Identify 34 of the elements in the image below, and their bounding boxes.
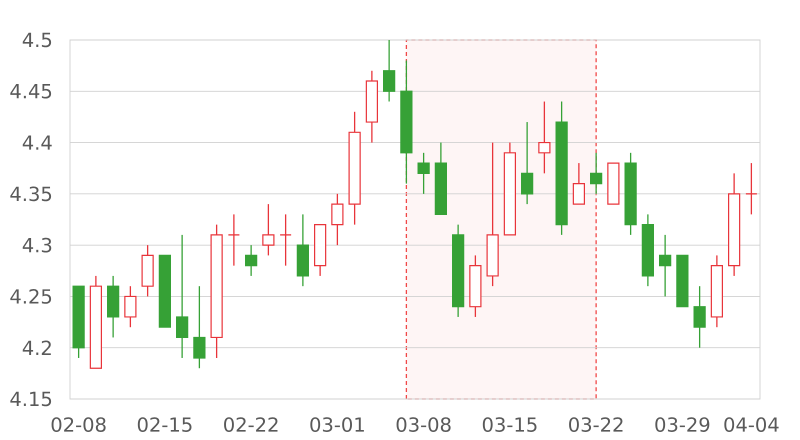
y-tick-label: 4.2 (22, 340, 51, 355)
candlestick (572, 162, 585, 205)
candlestick (745, 162, 758, 216)
candlestick (245, 244, 258, 277)
y-tick-label: 4.3 (22, 238, 52, 253)
y-tick-label: 4.45 (10, 84, 52, 99)
candlestick (590, 152, 602, 195)
y-tick-label: 4.5 (22, 32, 52, 48)
x-tick-label: 02-15 (138, 417, 192, 432)
candlestick (418, 152, 430, 195)
candlestick (521, 121, 534, 205)
y-tick-label: 4.4 (22, 135, 52, 150)
x-tick-label: 03-15 (482, 417, 536, 432)
candlestick (193, 286, 206, 369)
x-tick-label: 03-29 (655, 417, 710, 432)
y-tick-label: 4.25 (10, 289, 52, 304)
candlestick (383, 40, 396, 102)
candlestick (262, 203, 274, 256)
candlestick (279, 214, 292, 266)
x-tick-label: 04-04 (724, 417, 779, 432)
candlestick (176, 234, 188, 359)
x-tick-label: 03-08 (396, 417, 451, 432)
candlestick (659, 234, 672, 298)
candlestick (331, 193, 344, 246)
candlestick (694, 286, 706, 348)
candlestick (228, 214, 240, 266)
x-tick-label: 02-22 (224, 417, 278, 432)
x-tick-label: 03-01 (310, 417, 364, 432)
y-tick-label: 4.35 (10, 186, 52, 202)
candlestick (538, 100, 550, 174)
y-tick-label: 4.15 (10, 392, 52, 406)
x-tick-label: 03-22 (569, 417, 622, 432)
x-tick-label: 02-08 (52, 417, 106, 432)
candlestick (124, 286, 136, 328)
